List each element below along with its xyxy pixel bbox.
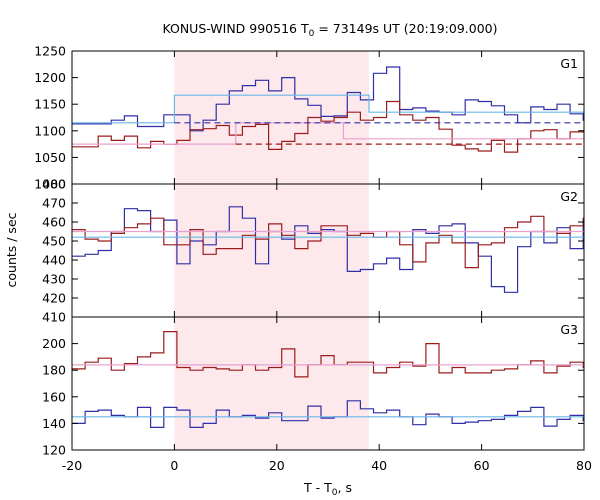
y-tick-label: 470 (42, 196, 66, 211)
y-tick-label: 450 (42, 234, 66, 249)
panel-label: G2 (560, 189, 578, 204)
x-tick-label: 60 (474, 458, 490, 473)
chart-title: KONUS-WIND 990516 T0 = 73149s UT (20:19:… (162, 21, 497, 39)
y-tick-label: 1250 (34, 44, 66, 59)
y-tick-label: 460 (42, 215, 66, 230)
panel-g2: 410 420 430 440 450 460 470 480 G2 (42, 177, 585, 325)
panel-label: G3 (560, 322, 578, 337)
x-tick-label: 40 (371, 458, 387, 473)
y-tick-label: 1150 (34, 97, 66, 112)
x-tick-label: 0 (170, 458, 178, 473)
panel-g1: 1000 1050 1100 1150 1200 1250 G1 (34, 44, 585, 192)
panel-label: G1 (560, 56, 578, 71)
x-tick-label: 80 (576, 458, 592, 473)
panel-frame (71, 316, 585, 451)
y-tick-label: 160 (42, 389, 66, 404)
series-red-g2 (72, 215, 584, 269)
series-red-g3 (72, 331, 584, 378)
y-tick-label: 420 (42, 291, 66, 306)
y-tick-label: 440 (42, 253, 66, 268)
x-axis-label: T - T0, s (303, 480, 352, 498)
y-tick-label: 120 (42, 443, 66, 458)
y-tick-label: 1050 (34, 150, 66, 165)
y-tick-label: 140 (42, 416, 66, 431)
chart-panels: 100010501100115012001250G141042043044045… (34, 44, 592, 474)
y-tick-label: 410 (42, 310, 66, 325)
series-blue-g1 (72, 66, 584, 132)
y-tick-label: 180 (42, 363, 66, 378)
x-tick-label: -20 (62, 458, 82, 473)
y-tick-label: 430 (42, 272, 66, 287)
y-tick-label: 1100 (34, 123, 66, 138)
y-tick-label: 1000 (34, 177, 66, 192)
x-tick-label: 20 (269, 458, 285, 473)
y-tick-label: 1200 (34, 70, 66, 85)
y-axis-label: counts / sec (4, 212, 19, 287)
highlight-region (174, 184, 369, 317)
highlight-region (174, 317, 369, 450)
y-tick-label: 480 (42, 177, 66, 192)
fit-line-cyan-solid (72, 94, 584, 124)
panel-g3: 120 140 160 180 200 G3 (42, 316, 585, 458)
y-tick-label: 200 (42, 336, 66, 351)
